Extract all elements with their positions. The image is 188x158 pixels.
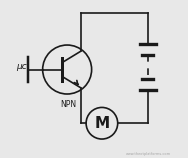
Text: μc: μc xyxy=(17,62,27,71)
Text: M: M xyxy=(94,116,109,131)
Text: www.theotplatforms.com: www.theotplatforms.com xyxy=(126,152,171,156)
Text: NPN: NPN xyxy=(61,100,77,109)
